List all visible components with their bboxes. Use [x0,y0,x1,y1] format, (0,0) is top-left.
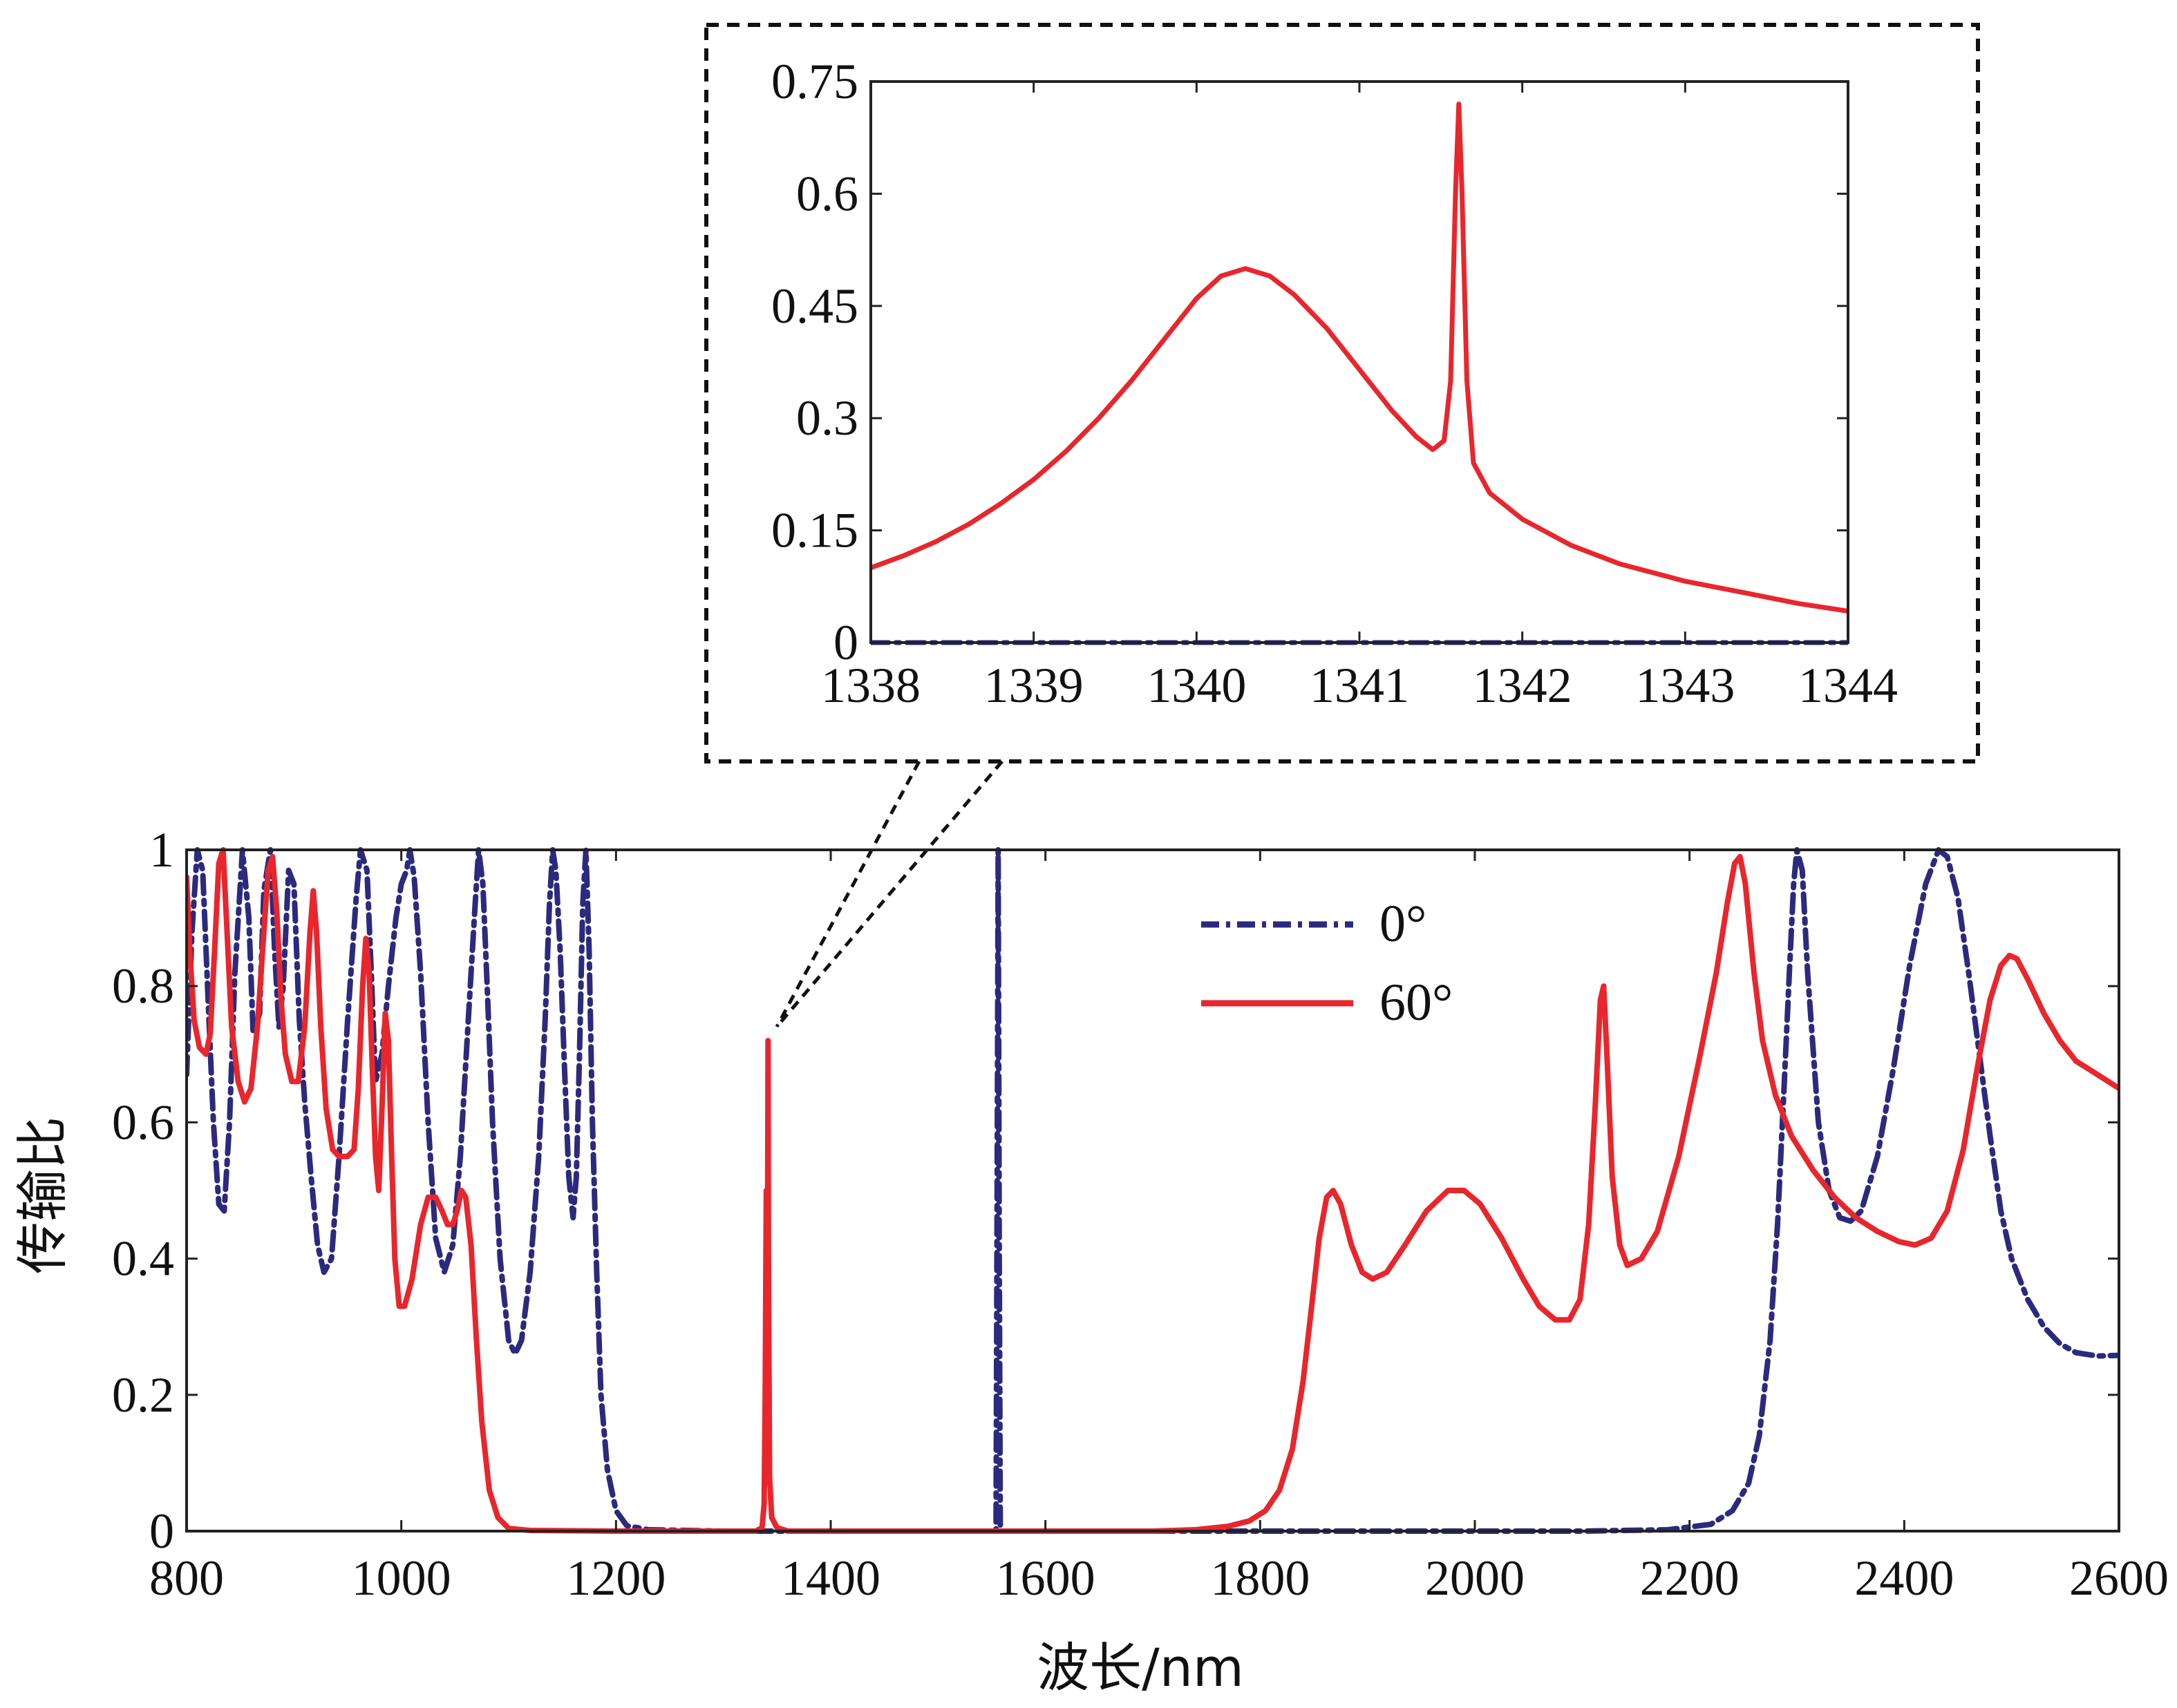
main-y-tick-label: 0.6 [112,1094,174,1150]
inset-plot-area [871,102,1848,645]
inset-x-tick-label: 1342 [1473,658,1572,713]
inset-dashed-border [704,23,1980,763]
main-x-tick-label: 1200 [566,1550,666,1606]
inset-y-tick-label: 0.6 [796,166,858,221]
inset-x-tick-label: 1341 [1310,658,1409,713]
main-x-tick-label: 2600 [2069,1550,2169,1606]
inset-axes-frame [869,80,1849,644]
inset-x-ticks: 1338 1339 1340 1341 1342 1343 1344 [821,82,1898,713]
inset-chart: 1338 1339 1340 1341 1342 1343 1344 0 0.15 0.3 0.4… [704,23,1980,763]
inset-y-ticks: 0 0.15 0.3 0.45 0.6 0.75 [771,54,1848,670]
main-y-tick-label: 0 [149,1503,174,1559]
main-y-tick-label: 0.2 [112,1367,174,1423]
inset-y-tick-label: 0.75 [771,54,858,109]
legend: 0° 60° [1201,895,1453,1032]
legend-label-0deg: 0° [1379,895,1426,953]
main-x-tick-label: 2000 [1425,1550,1525,1606]
inset-x-tick-label: 1338 [821,658,921,713]
inset-x-tick-label: 1343 [1635,658,1735,713]
inset-series-60deg-line [871,102,1848,614]
legend-label-60deg: 60° [1379,974,1453,1032]
main-x-tick-label: 2200 [1640,1550,1740,1606]
main-x-tick-label: 1800 [1210,1550,1310,1606]
inset-y-tick-label: 0.15 [771,503,858,558]
main-y-tick-label: 1 [149,822,174,877]
main-y-tick-label: 0.8 [112,958,174,1014]
main-x-tick-label: 800 [149,1550,224,1606]
inset-y-tick-label: 0.45 [771,278,858,334]
main-chart: 800 1000 1200 1400 1600 1800 2000 2200 2400 2600 … [12,822,2169,1698]
inset-x-tick-label: 1344 [1798,658,1898,713]
zoom-connector-left [775,760,921,1028]
zoom-connector-right [775,760,1003,1028]
inset-y-tick-label: 0 [833,615,858,670]
inset-x-tick-label: 1340 [1147,658,1246,713]
main-x-tick-label: 1600 [996,1550,1095,1606]
main-series-60deg-line [187,847,2119,1534]
main-x-tick-label: 1400 [781,1550,880,1606]
x-axis-title: 波长/nm [1037,1637,1244,1698]
main-axes-frame [185,848,2120,1533]
inset-x-tick-label: 1339 [984,658,1084,713]
inset-y-tick-label: 0.3 [796,390,858,446]
main-x-tick-label: 2400 [1854,1550,1954,1606]
main-y-ticks: 0 0.2 0.4 0.6 0.8 1 [112,822,2119,1559]
main-y-tick-label: 0.4 [112,1231,174,1287]
main-plot-area [187,847,2119,1534]
y-axis-title: 传输比 [12,1117,73,1274]
main-x-tick-label: 1000 [352,1550,451,1606]
main-x-ticks: 800 1000 1200 1400 1600 1800 2000 2200 2400 2600 [149,850,2169,1606]
